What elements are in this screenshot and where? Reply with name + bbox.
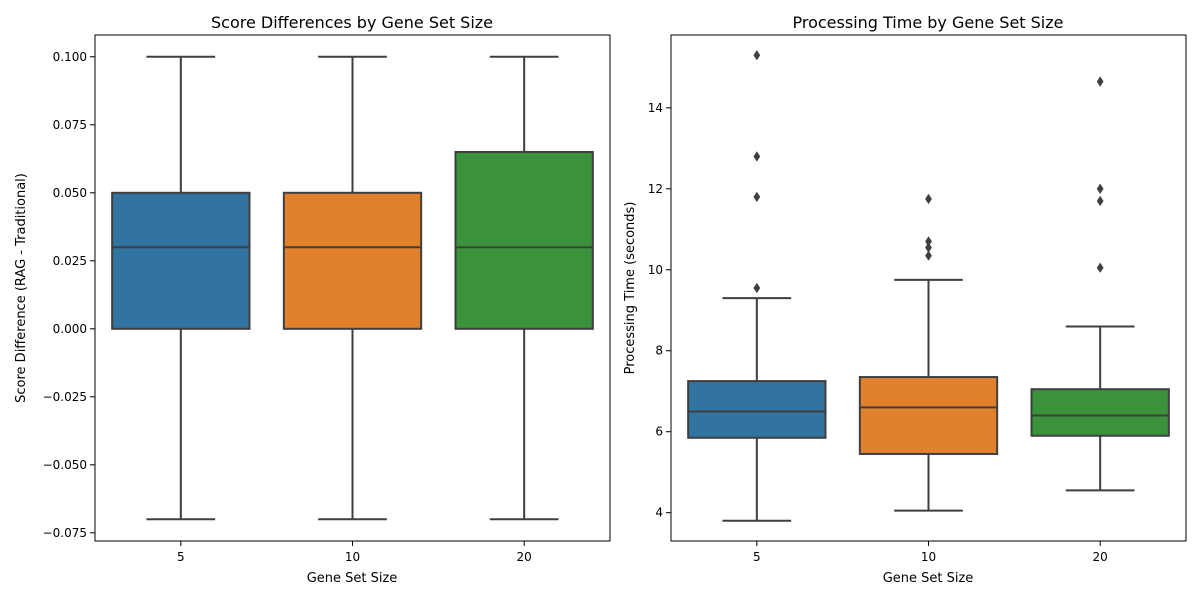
- y-tick-label: 14: [648, 101, 663, 115]
- outlier-point: [925, 250, 932, 261]
- box-5: [111, 55, 251, 521]
- y-tick-label: 0.050: [53, 186, 87, 200]
- box-body: [687, 380, 827, 439]
- y-tick-label: 6: [655, 425, 663, 439]
- y-tick-label: 10: [648, 263, 663, 277]
- outlier-point: [1096, 183, 1104, 194]
- score-difference-chart: Score Differences by Gene Set Size −0.07…: [14, 13, 611, 586]
- box-20: [454, 55, 594, 521]
- plot-frame: [670, 34, 1187, 542]
- box-body: [111, 191, 251, 330]
- y-tick-label: −0.075: [43, 526, 87, 540]
- chart-title: Processing Time by Gene Set Size: [793, 13, 1064, 32]
- x-tick-label: 5: [177, 550, 185, 564]
- outlier-point: [753, 151, 761, 162]
- x-tick-label: 10: [921, 550, 936, 564]
- outlier-point: [925, 236, 932, 247]
- y-tick-label: 12: [648, 182, 663, 196]
- box-10: [282, 55, 423, 521]
- box-20: [1030, 76, 1170, 492]
- y-tick-label: 0.025: [53, 254, 87, 268]
- y-tick-label: 0.000: [53, 322, 87, 336]
- plot-frame: [94, 34, 611, 542]
- outlier-point: [925, 193, 932, 205]
- box-5: [687, 50, 827, 522]
- box-body: [282, 191, 423, 330]
- y-tick-label: 4: [655, 506, 663, 520]
- box-10: [858, 193, 999, 512]
- outlier-point: [753, 282, 761, 294]
- y-tick-label: −0.050: [43, 458, 87, 472]
- outlier-point: [753, 50, 761, 61]
- outlier-point: [925, 242, 932, 253]
- box-body: [858, 376, 999, 455]
- outlier-point: [753, 191, 761, 203]
- x-tick-label: 10: [345, 550, 360, 564]
- processing-time-chart: Processing Time by Gene Set Size 4 6 8 10 12…: [623, 13, 1187, 586]
- box-body: [454, 150, 594, 330]
- box-body: [1030, 388, 1170, 437]
- y-tick-label: 8: [655, 344, 663, 358]
- x-tick-label: 20: [1093, 550, 1108, 564]
- x-tick-label: 5: [753, 550, 761, 564]
- outlier-point: [1096, 76, 1104, 87]
- x-axis-label: Gene Set Size: [883, 571, 974, 586]
- y-axis-label: Processing Time (seconds): [623, 202, 638, 375]
- x-axis-label: Gene Set Size: [307, 571, 398, 586]
- x-tick-label: 20: [517, 550, 532, 564]
- y-axis-label: Score Difference (RAG - Traditional): [14, 173, 29, 403]
- chart-title: Score Differences by Gene Set Size: [211, 13, 493, 32]
- outlier-point: [1096, 195, 1104, 207]
- y-tick-label: −0.025: [43, 390, 87, 404]
- y-tick-label: 0.100: [53, 50, 87, 64]
- y-tick-label: 0.075: [53, 118, 87, 132]
- outlier-point: [1096, 262, 1104, 273]
